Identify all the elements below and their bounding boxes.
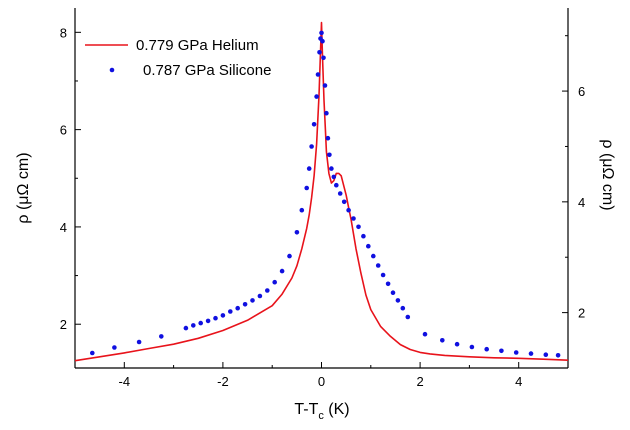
data-point-silicone — [198, 320, 203, 326]
data-point-silicone — [375, 263, 381, 268]
data-point-silicone — [159, 334, 164, 339]
data-point-silicone — [327, 152, 332, 158]
data-point-silicone — [499, 348, 504, 354]
data-point-silicone — [390, 290, 396, 296]
y-left-tick-label: 4 — [60, 220, 67, 235]
data-point-silicone — [183, 325, 189, 331]
data-point-silicone — [513, 350, 519, 355]
data-point-silicone — [528, 351, 534, 356]
data-point-silicone — [257, 293, 263, 299]
data-point-silicone — [311, 122, 317, 127]
data-point-silicone — [309, 144, 314, 149]
data-point-silicone — [380, 272, 386, 278]
data-point-silicone — [337, 191, 343, 196]
data-point-silicone — [294, 230, 300, 235]
data-point-silicone — [90, 350, 95, 356]
data-point-silicone — [242, 302, 248, 307]
x-tick-label: -2 — [217, 374, 229, 389]
data-point-silicone — [112, 345, 117, 350]
data-point-silicone — [331, 174, 337, 180]
data-point-silicone — [395, 298, 401, 303]
data-point-silicone — [314, 94, 319, 99]
legend: 0.779 GPa Helium 0.787 GPa Silicone — [85, 37, 271, 79]
data-point-silicone — [317, 50, 322, 55]
data-point-silicone — [320, 38, 325, 44]
data-point-silicone — [220, 313, 226, 318]
y-axis-title-right: ρ (μΩ cm) — [599, 139, 616, 210]
data-point-silicone — [304, 185, 310, 191]
data-point-silicone — [555, 353, 561, 358]
x-axis-title: T-Tc (K) — [294, 401, 349, 422]
data-point-silicone — [322, 83, 328, 88]
data-point-silicone — [299, 207, 305, 213]
data-point-silicone — [334, 182, 339, 188]
data-point-silicone — [385, 281, 391, 287]
data-point-silicone — [191, 323, 196, 328]
data-point-silicone — [250, 298, 255, 303]
data-point-silicone — [279, 268, 285, 274]
data-point-silicone — [265, 288, 270, 293]
x-axis-title-main: T-T — [294, 401, 318, 418]
y-right-tick-label: 6 — [578, 84, 585, 99]
data-point-silicone — [405, 314, 411, 320]
x-tick-label: -4 — [119, 374, 131, 389]
data-point-silicone — [422, 331, 428, 337]
data-point-silicone — [356, 224, 361, 230]
data-point-silicone — [361, 233, 366, 239]
data-point-silicone — [315, 72, 321, 77]
x-tick-label: 0 — [318, 374, 325, 389]
y-axis-title-left: ρ (μΩ cm) — [15, 152, 32, 223]
y-left-tick-label: 2 — [60, 317, 67, 332]
data-point-silicone — [341, 199, 347, 205]
y-right-tick-label: 4 — [578, 195, 585, 210]
data-point-silicone — [543, 352, 549, 358]
legend-marker-silicone — [109, 67, 115, 73]
data-point-silicone — [469, 344, 475, 350]
data-point-silicone — [325, 135, 331, 141]
data-point-silicone — [324, 110, 329, 116]
x-tick-label: 2 — [416, 374, 423, 389]
y-left-tick-label: 6 — [60, 123, 67, 138]
y-left-tick-label: 8 — [60, 25, 67, 40]
x-axis-title-unit: (K) — [324, 401, 350, 418]
data-point-silicone — [346, 207, 351, 213]
data-point-silicone — [228, 309, 233, 314]
data-point-silicone — [136, 339, 142, 345]
axis-ticks: -4 -2 0 2 4 2 4 6 8 2 4 6 — [60, 25, 585, 389]
data-point-silicone — [213, 315, 218, 321]
data-point-silicone — [454, 341, 460, 347]
data-point-silicone — [287, 253, 292, 259]
data-point-silicone — [371, 253, 376, 259]
data-point-silicone — [484, 346, 490, 352]
data-point-silicone — [329, 166, 334, 171]
data-point-silicone — [306, 166, 312, 171]
data-point-silicone — [205, 318, 211, 324]
data-point-silicone — [351, 216, 356, 221]
legend-label-helium: 0.779 GPa Helium — [136, 37, 259, 54]
data-point-silicone — [321, 55, 326, 61]
data-point-silicone — [235, 305, 240, 311]
data-point-silicone — [272, 279, 278, 285]
x-axis-title-subscript: c — [318, 410, 324, 422]
data-point-silicone — [366, 243, 371, 249]
x-tick-label: 4 — [515, 374, 522, 389]
data-point-silicone — [440, 338, 445, 343]
series-line-helium — [74, 21, 569, 362]
y-right-tick-label: 2 — [578, 306, 585, 321]
legend-label-silicone: 0.787 GPa Silicone — [143, 62, 271, 79]
series-layer — [74, 21, 569, 362]
data-point-silicone — [319, 30, 324, 36]
data-point-silicone — [400, 305, 406, 311]
